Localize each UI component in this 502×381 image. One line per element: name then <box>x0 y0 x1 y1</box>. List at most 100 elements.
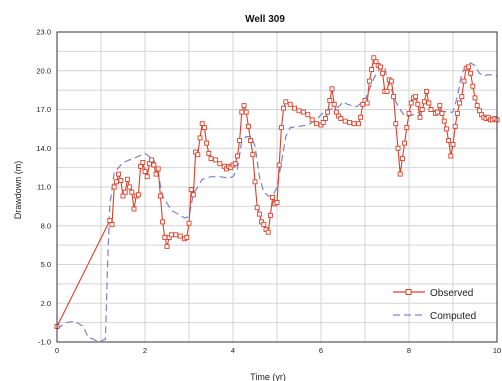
observed-point <box>144 174 150 180</box>
observed-point <box>234 153 240 159</box>
observed-point <box>347 119 353 125</box>
observed-point <box>276 162 282 168</box>
observed-point <box>329 86 335 92</box>
observed-point <box>309 117 315 123</box>
observed-point <box>283 99 289 105</box>
observed-point <box>129 189 135 195</box>
observed-point <box>448 153 454 159</box>
x-tick-label: 10 <box>493 346 501 355</box>
observed-point <box>465 64 471 70</box>
observed-point <box>116 171 122 177</box>
observed-point <box>274 200 280 205</box>
observed-point <box>388 78 394 84</box>
observed-point <box>300 109 306 115</box>
observed-point <box>369 67 375 72</box>
observed-point <box>113 179 119 185</box>
observed-point <box>206 150 212 156</box>
observed-point <box>199 121 205 127</box>
observed-point <box>157 193 163 199</box>
observed-point <box>296 108 302 114</box>
observed-point <box>252 179 258 185</box>
plot-frame <box>56 31 498 343</box>
observed-point <box>393 121 399 127</box>
observed-point <box>391 94 397 100</box>
observed-point <box>254 205 260 211</box>
observed-point <box>140 160 146 165</box>
observed-point <box>155 166 161 172</box>
observed-point <box>122 189 128 195</box>
observed-point <box>142 169 148 174</box>
observed-point <box>109 222 115 227</box>
observed-point <box>437 103 443 109</box>
observed-point <box>267 212 273 218</box>
observed-point <box>373 59 379 65</box>
y-tick-label: 14.0 <box>36 144 51 153</box>
observed-point <box>476 108 482 114</box>
observed-point <box>168 232 174 238</box>
observed-point <box>127 184 133 190</box>
observed-point <box>457 100 463 106</box>
y-tick-label: -1.0 <box>38 338 51 347</box>
y-tick-label: 5.0 <box>41 260 51 269</box>
x-tick-label: 6 <box>319 346 323 355</box>
observed-point <box>217 161 223 167</box>
observed-point <box>153 171 159 177</box>
observed-point <box>380 70 386 76</box>
y-tick-label: 2.0 <box>41 299 51 308</box>
observed-point <box>454 110 460 116</box>
observed-point <box>186 220 192 226</box>
observed-point <box>468 70 474 76</box>
legend-computed-label: Computed <box>430 311 476 322</box>
observed-point <box>439 110 445 116</box>
observed-point <box>261 222 267 227</box>
chart-title: Well 309 <box>245 14 285 25</box>
observed-point <box>472 95 478 101</box>
observed-point <box>250 152 256 158</box>
observed-point <box>402 140 408 146</box>
observed-point <box>239 109 245 115</box>
y-axis-ticks: -1.0 2.0 5.0 8.0 11.0 14.0 17.0 20.0 23.0 <box>36 28 51 347</box>
observed-point <box>351 121 357 127</box>
observed-point <box>212 157 218 163</box>
observed-point <box>204 140 210 146</box>
observed-point <box>201 125 207 131</box>
observed-point <box>408 100 414 106</box>
observed-point <box>237 138 243 143</box>
observed-point <box>265 229 271 235</box>
observed-point <box>435 109 441 115</box>
x-tick-label: 4 <box>231 346 235 355</box>
observed-point <box>325 109 331 115</box>
legend: Observed Computed <box>393 288 476 322</box>
observed-point <box>197 135 203 141</box>
observed-point <box>441 118 447 124</box>
observed-point <box>406 110 412 116</box>
observed-point <box>443 126 449 132</box>
observed-point <box>118 178 124 183</box>
observed-point <box>470 83 476 89</box>
observed-point <box>314 121 320 127</box>
x-axis-ticks: 0 2 4 6 8 10 <box>55 346 501 355</box>
observed-point <box>305 112 311 118</box>
observed-point <box>474 103 480 109</box>
observed-point <box>452 123 458 129</box>
observed-point <box>135 192 141 198</box>
legend-observed-label: Observed <box>430 288 473 299</box>
observed-point <box>397 171 403 177</box>
observed-point <box>124 176 130 182</box>
y-tick-label: 8.0 <box>41 221 51 230</box>
observed-point <box>164 243 170 249</box>
x-tick-label: 8 <box>407 346 411 355</box>
observed-point <box>338 116 344 121</box>
x-tick-label: 2 <box>143 346 147 355</box>
observed-point <box>322 116 328 121</box>
observed-point <box>243 109 249 115</box>
observed-point <box>419 107 425 112</box>
legend-observed-marker <box>405 289 412 295</box>
observed-point <box>327 98 333 103</box>
y-axis-label: Drawdown (m) <box>13 161 23 220</box>
observed-point <box>331 101 337 107</box>
observed-point <box>450 141 456 147</box>
observed-point <box>404 125 410 131</box>
